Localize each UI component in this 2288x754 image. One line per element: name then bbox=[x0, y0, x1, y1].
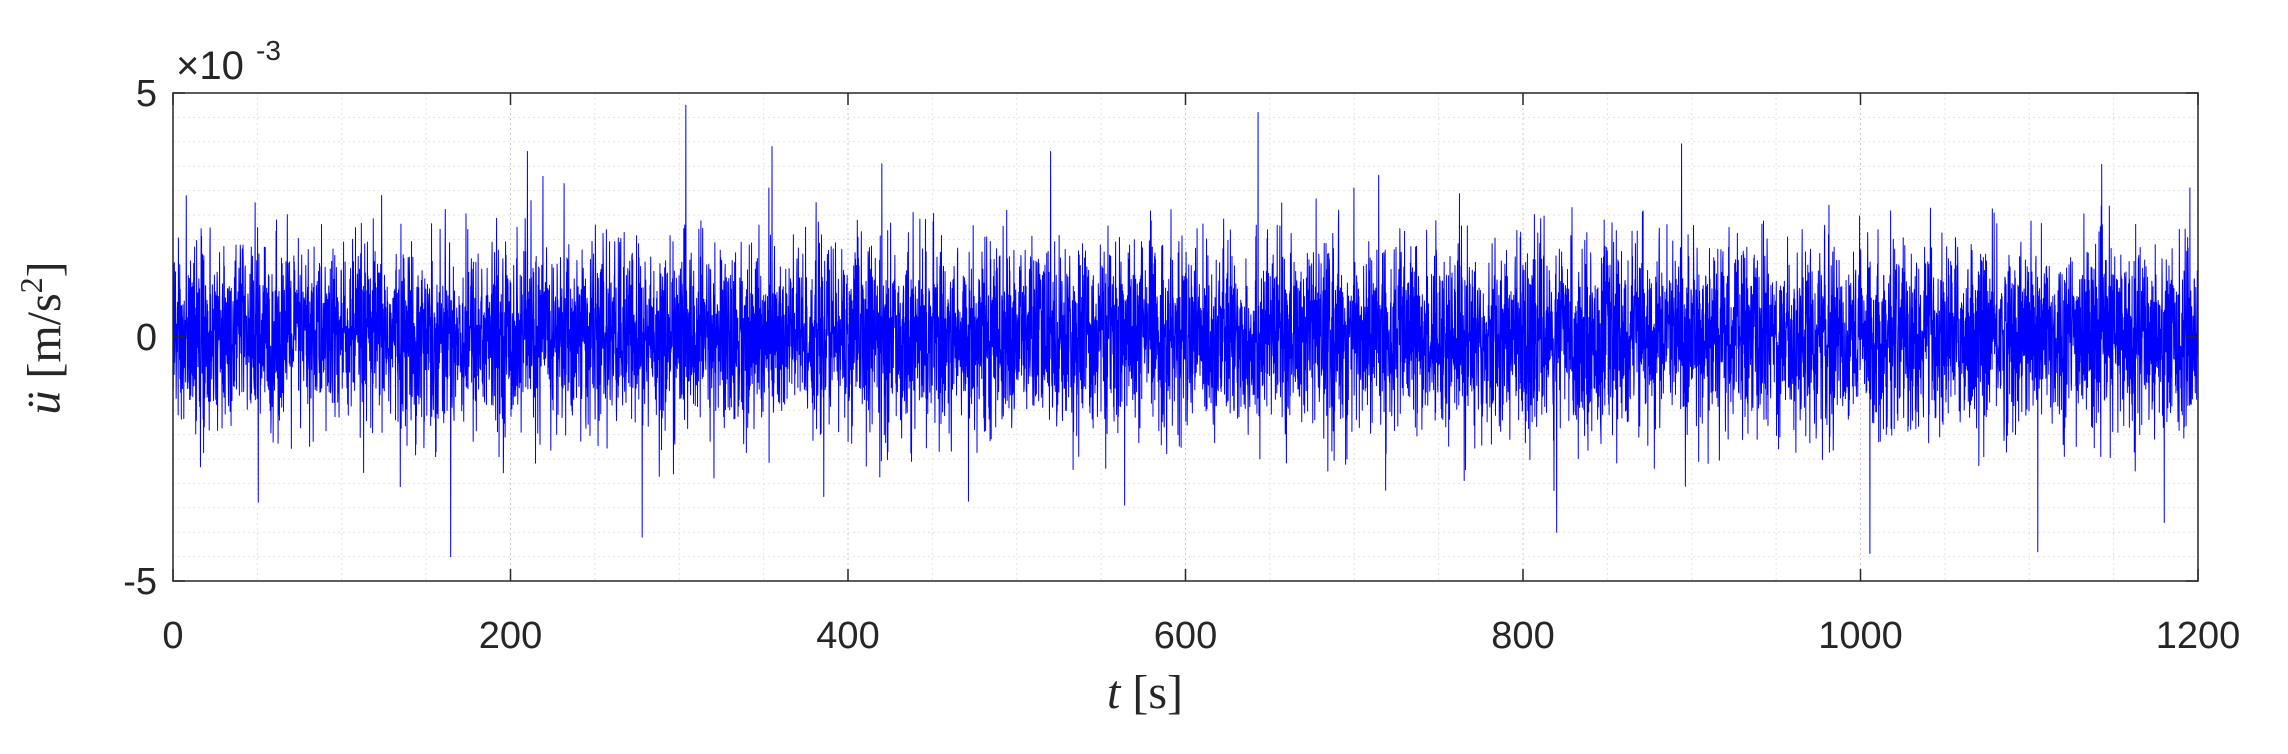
y-exponent-label: ×10 -3 bbox=[176, 35, 281, 88]
x-tick-label: 600 bbox=[1154, 615, 1217, 657]
signal-line bbox=[173, 104, 2198, 558]
tick-marks bbox=[172, 92, 2199, 582]
x-axis-label: t [s] bbox=[1107, 666, 1183, 719]
signal-series bbox=[173, 104, 2198, 558]
x-tick-label: 800 bbox=[1491, 615, 1554, 657]
svg-text:-3: -3 bbox=[256, 35, 281, 66]
x-tick-labels: 0 200 400 600 800 1000 1200 bbox=[162, 615, 2240, 657]
y-tick-label: 0 bbox=[136, 317, 157, 359]
y-tick-label: 5 bbox=[136, 73, 157, 115]
y-tick-label: -5 bbox=[123, 561, 157, 603]
x-tick-label: 200 bbox=[479, 615, 542, 657]
svg-text:×10: ×10 bbox=[176, 44, 244, 88]
x-tick-label: 0 bbox=[162, 615, 183, 657]
y-tick-labels: -5 0 5 bbox=[123, 73, 157, 603]
x-tick-label: 400 bbox=[816, 615, 879, 657]
x-tick-label: 1200 bbox=[2156, 615, 2241, 657]
x-tick-label: 1000 bbox=[1818, 615, 1903, 657]
